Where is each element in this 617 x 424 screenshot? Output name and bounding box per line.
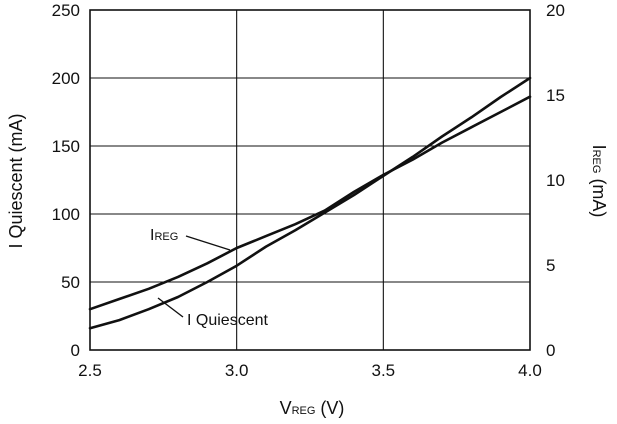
x-tick-label: 4.0 [518,361,542,380]
left-axis-ticks: 0 50 100 150 200 250 [52,1,80,360]
right-axis-title-main: I [589,145,609,150]
x-tick-label: 2.5 [78,361,102,380]
x-axis-title-sub: REG [292,405,316,417]
ireg-annotation-main: I [150,227,154,244]
right-axis-title-unit: (mA) [589,173,609,217]
right-tick-label: 5 [546,256,555,275]
x-axis-ticks: 2.5 3.0 3.5 4.0 [78,361,542,380]
ireg-annotation-label: IREG [150,227,178,244]
ireg-annotation-sub: REG [154,231,178,243]
left-tick-label: 100 [52,205,80,224]
iquiescent-series-line [88,76,532,330]
ireg-annotation-leader [185,235,231,251]
right-tick-label: 15 [546,86,565,105]
right-axis-title-sub: REG [590,150,602,174]
left-axis-title: I Quiescent (mA) [6,113,26,248]
right-tick-label: 0 [546,341,555,360]
ireg-series-line [88,95,532,311]
plot-frame [89,9,531,351]
x-axis-title-unit: (V) [315,398,344,418]
left-tick-label: 150 [52,137,80,156]
iquiescent-annotation-leader [157,297,184,318]
iquiescent-annotation-label: I Quiescent [187,312,268,329]
grid-lines [90,10,530,350]
left-tick-label: 200 [52,69,80,88]
right-tick-label: 10 [546,171,565,190]
x-tick-label: 3.0 [225,361,249,380]
x-axis-title: VREG (V) [280,398,345,418]
x-axis-title-main: V [280,398,292,418]
x-tick-label: 3.5 [372,361,396,380]
right-axis-title: IREG (mA) [589,145,609,218]
left-tick-label: 50 [61,273,80,292]
left-tick-label: 250 [52,1,80,20]
series-layer [88,76,532,330]
right-axis-ticks: 0 5 10 15 20 [546,1,565,360]
left-tick-label: 0 [71,341,80,360]
right-tick-label: 20 [546,1,565,20]
